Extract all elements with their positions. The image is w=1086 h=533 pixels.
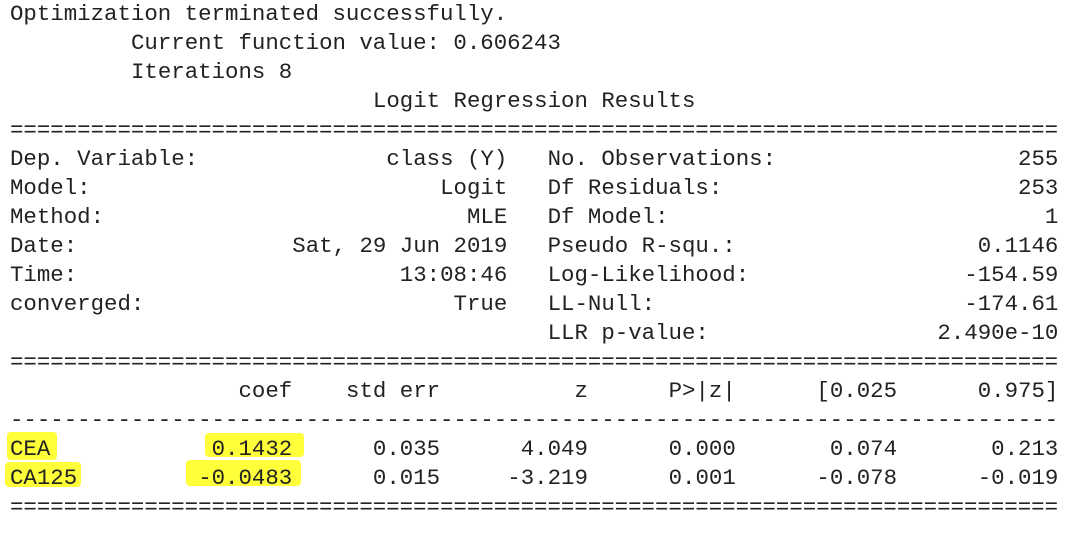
summary-label: Date: [10,233,78,259]
summary-value: 2.490e-10 [937,320,1059,346]
cell: -3.219 [507,465,588,491]
column-header: [0.025 [816,378,898,404]
separator: ========================================… [10,117,1059,143]
column-header: P>|z| [668,378,736,404]
highlight [186,460,301,486]
separator: ----------------------------------------… [10,407,1059,433]
summary-value: MLE [466,204,508,230]
column-header: z [574,378,588,404]
summary-value: -174.61 [964,291,1059,317]
highlight [7,432,57,460]
row-name: CEA [10,436,51,462]
cell: 0.035 [372,436,441,462]
summary-label: LLR p-value: [547,320,709,346]
cell: 0.001 [668,465,736,491]
summary-value: 13:08:46 [399,262,508,288]
cell: -0.0483 [198,465,293,491]
column-header: 0.975] [977,378,1059,404]
separator: ========================================… [10,349,1059,375]
summary-value: 0.1146 [977,233,1059,259]
status-line: Current function value: 0.606243 [130,30,561,56]
cell: 4.049 [520,436,588,462]
summary-label: Dep. Variable: [10,146,199,172]
separator: ========================================… [10,494,1059,520]
summary-label: No. Observations: [547,146,777,172]
summary-label: Df Residuals: [547,175,723,201]
summary-label: Method: [10,204,105,230]
summary-value: 255 [1018,146,1059,172]
summary-label: Log-Likelihood: [547,262,750,288]
results-title: Logit Regression Results [372,88,696,114]
summary-label: converged: [10,291,145,317]
summary-value: True [453,291,508,317]
summary-label: Df Model: [547,204,669,230]
status-line: Optimization terminated successfully. [10,1,508,27]
summary-label: Pseudo R-squ.: [547,233,736,259]
row-name: CA125 [10,465,78,491]
highlight [5,462,81,487]
column-header: coef [238,378,293,404]
highlight [205,433,304,457]
summary-value: class (Y) [386,146,508,172]
summary-value: Sat, 29 Jun 2019 [292,233,508,259]
cell: 0.1432 [211,436,293,462]
summary-value: Logit [440,175,508,201]
status-line: Iterations 8 [130,59,293,85]
cell: -0.078 [816,465,898,491]
summary-value: 253 [1018,175,1059,201]
summary-label: Time: [10,262,78,288]
cell: -0.019 [977,465,1059,491]
summary-value: -154.59 [964,262,1059,288]
cell: 0.000 [668,436,736,462]
cell: 0.074 [829,436,898,462]
column-header: std err [346,378,441,404]
summary-label: Model: [10,175,91,201]
cell: 0.213 [991,436,1059,462]
summary-value: 1 [1044,204,1059,230]
summary-label: LL-Null: [547,291,656,317]
cell: 0.015 [372,465,441,491]
